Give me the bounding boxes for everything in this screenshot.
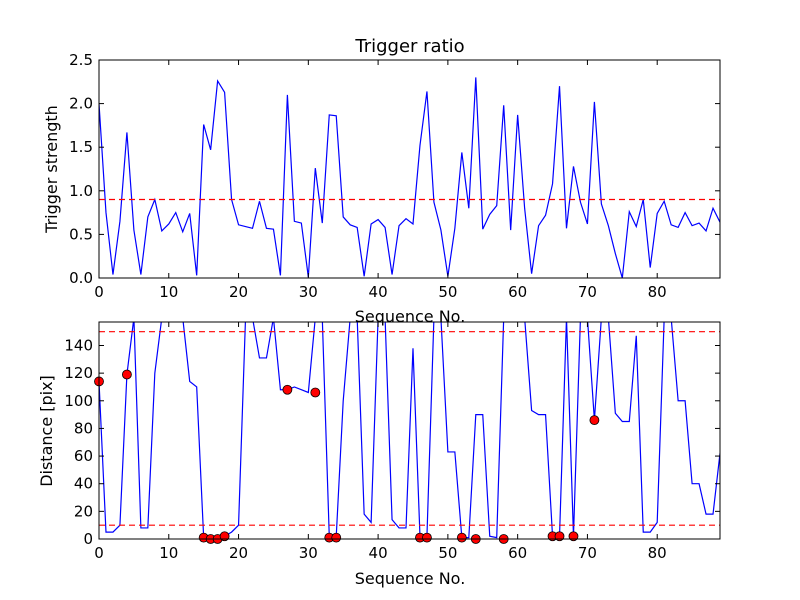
top-xtick-label: 10: [159, 283, 178, 301]
top-ytick-label: 1.5: [69, 138, 93, 156]
top-xtick-label: 30: [299, 283, 318, 301]
trigger-ratio-panel: Trigger ratio Sequence No. Trigger stren…: [42, 36, 721, 326]
bottom-ytick-label: 20: [74, 502, 93, 520]
bottom-xtick-label: 30: [299, 544, 318, 562]
bottom-axes-frame: [98, 321, 721, 540]
bottom-marker-point: [219, 531, 230, 542]
bottom-marker-point: [422, 532, 432, 543]
bottom-clipped-marks: [99, 322, 720, 539]
top-ylabel: Trigger strength: [42, 105, 61, 234]
bottom-xtick-label: 0: [94, 544, 104, 562]
bottom-plot-area: 0 10 20 30 40 50 60 70 80 0 20 40 60 80 100 120 140: [64, 321, 721, 562]
bottom-marker-point: [122, 369, 132, 380]
top-xtick-label: 0: [94, 283, 104, 301]
top-xtick-label: 40: [369, 283, 388, 301]
bottom-ytick-label: 40: [74, 475, 93, 493]
bottom-ytick-label: 120: [64, 364, 93, 382]
bottom-marker-point: [282, 384, 293, 395]
top-xtick-label: 60: [508, 283, 527, 301]
bottom-ytick-label: 0: [83, 530, 93, 548]
bottom-marker-point: [554, 531, 565, 542]
top-xtick-label: 80: [648, 283, 667, 301]
bottom-marker-point: [568, 531, 579, 542]
top-ytick-label: 0.0: [69, 269, 93, 287]
bottom-marker-point: [331, 532, 342, 543]
bottom-xtick-label: 20: [229, 544, 248, 562]
top-axes-frame: [98, 59, 721, 279]
top-xtick-label: 20: [229, 283, 248, 301]
bottom-ytick-label: 140: [64, 336, 93, 354]
top-title: Trigger ratio: [354, 36, 464, 57]
bottom-xtick-label: 60: [508, 544, 527, 562]
top-clipped-marks: [99, 77, 720, 278]
bottom-ylabel: Distance [pix]: [37, 375, 56, 487]
top-xlabel: Sequence No.: [355, 307, 466, 326]
bottom-marker-point: [310, 387, 321, 398]
top-series-line: [99, 77, 720, 278]
bottom-marker-point: [589, 415, 600, 426]
bottom-xlabel: Sequence No.: [355, 569, 466, 588]
bottom-xtick-label: 10: [159, 544, 178, 562]
bottom-xtick-label: 80: [648, 544, 667, 562]
bottom-series-line: [99, 322, 720, 539]
top-xtick-label: 50: [438, 283, 457, 301]
top-xtick-label: 70: [578, 283, 597, 301]
distance-panel: Sequence No. Distance [pix] 0 10 20 30 40 50 6…: [37, 321, 721, 588]
top-ytick-label: 2.5: [69, 51, 93, 69]
top-ytick-label: 2.0: [69, 95, 93, 113]
top-ytick-label: 1.0: [69, 182, 93, 200]
top-ytick-label: 0.5: [69, 225, 93, 243]
bottom-marker-point: [456, 532, 467, 543]
bottom-xtick-label: 70: [578, 544, 597, 562]
bottom-ytick-label: 60: [74, 447, 93, 465]
bottom-ytick-label: 80: [74, 419, 93, 437]
bottom-xtick-label: 40: [369, 544, 388, 562]
top-plot-area: 0 10 20 30 40 50 60 70 80 0.0 0.5 1.0 1.5 2.0 2.5: [69, 51, 721, 301]
bottom-xtick-label: 50: [438, 544, 457, 562]
bottom-ytick-label: 100: [64, 392, 93, 410]
